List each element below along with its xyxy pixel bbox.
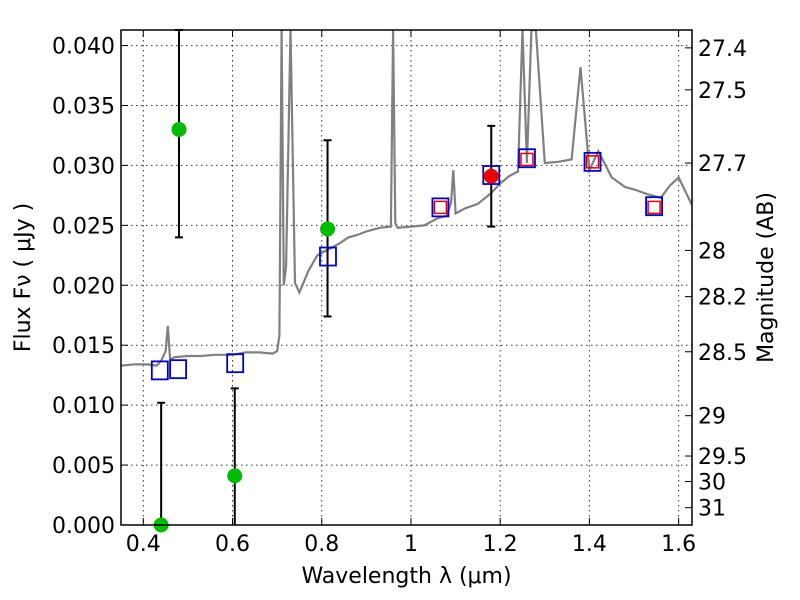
mag-tick-label: 27.4 [698,37,747,62]
mag-tick-label: 28.5 [698,341,747,366]
x-tick-label: 0.8 [304,532,339,557]
mag-tick-label: 27.7 [698,152,747,177]
red-model-square [520,152,534,167]
blue-model-square [431,197,450,218]
tick-layer: 0.4 0.6 0.8 1 1.2 1.4 1.6 0.000 0.005 0.010 0.015 0… [52,30,747,557]
red-model-square [433,200,448,215]
y-tick-label: 0.015 [52,334,115,359]
mag-tick-label: 29.5 [698,445,747,470]
mag-tick-label: 31 [698,497,726,522]
red-model-square [647,200,661,215]
spectrum-line [121,30,692,367]
x-tick-label: 1.6 [661,532,696,557]
y-tick-label: 0.040 [52,35,115,60]
y-axis-label-left: Flux Fν ( μJy ) [11,203,36,352]
plot-frame [120,29,693,526]
blue-model-square [482,165,501,185]
marker-layer [150,121,663,533]
mag-tick-label: 29 [698,405,726,430]
mag-tick-label: 28.2 [698,286,747,311]
y-tick-label: 0.025 [52,214,115,239]
spectrum-layer [121,30,692,367]
blue-model-square [583,151,602,172]
green-data-point [171,121,187,137]
y-axis-label-right: Magnitude (AB) [754,192,779,363]
blue-model-square [169,359,188,380]
green-data-point [320,221,336,237]
x-axis-label: Wavelength λ (μm) [301,564,511,589]
y-tick-label: 0.035 [52,95,115,120]
grid [121,30,692,526]
errorbar-layer [157,29,496,525]
y-tick-label: 0.020 [52,274,115,299]
axis-labels: Wavelength λ (μm) Flux Fν ( μJy ) Magnit… [11,192,779,589]
x-tick-label: 1 [404,532,418,557]
mag-tick-label: 30 [698,470,726,495]
blue-model-square [645,196,663,217]
x-tick-label: 1.4 [572,532,607,557]
x-tick-label: 1.2 [483,532,518,557]
blue-model-square [226,353,245,374]
blue-model-square [150,360,169,381]
x-tick-label: 0.4 [126,532,161,557]
y-tick-label: 0.030 [52,154,115,179]
green-data-point [227,468,243,484]
red-data-point [483,168,499,184]
x-tick-label: 0.6 [215,532,250,557]
y-tick-label: 0.000 [52,514,115,539]
mag-tick-label: 28 [698,239,726,264]
blue-model-square [518,148,536,169]
y-tick-label: 0.005 [52,454,115,479]
red-model-square [585,155,600,169]
blue-model-square [319,246,337,267]
y-tick-label: 0.010 [52,394,115,419]
mag-tick-label: 27.5 [698,79,747,104]
